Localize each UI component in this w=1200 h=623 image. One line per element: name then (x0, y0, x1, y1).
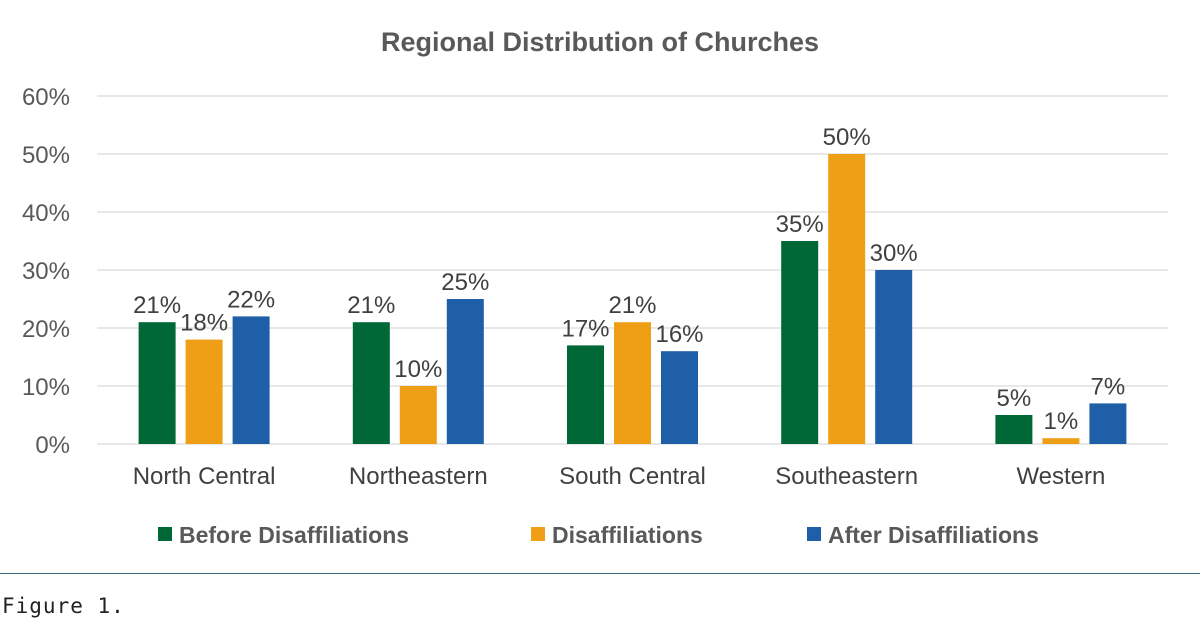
bar (138, 322, 176, 444)
bar-data-label: 7% (1091, 373, 1126, 400)
bar-data-label: 1% (1044, 408, 1079, 435)
legend-swatch (158, 527, 172, 541)
legend: Before Disaffiliations Disaffiliations Aft… (158, 522, 1039, 548)
bar-data-label: 21% (133, 292, 181, 319)
y-tick-label: 50% (22, 142, 70, 169)
bar (614, 322, 651, 444)
chart-title: Regional Distribution of Churches (381, 27, 819, 57)
x-tick-label: Southeastern (775, 463, 918, 490)
bar-data-label: 17% (561, 315, 609, 342)
bar (781, 241, 819, 444)
bar (661, 351, 698, 444)
bar (446, 299, 484, 444)
bar-data-label: 25% (441, 269, 489, 296)
x-tick-label: Western (1016, 463, 1105, 490)
figure-caption: Figure 1. (2, 594, 125, 618)
bar (185, 339, 223, 444)
bar (995, 415, 1033, 444)
bar-data-label: 30% (870, 240, 918, 267)
legend-swatch (807, 527, 821, 541)
bar (875, 270, 913, 444)
bar (399, 386, 437, 444)
y-tick-label: 20% (22, 316, 70, 343)
bar (828, 154, 866, 444)
legend-label: After Disaffiliations (828, 522, 1039, 548)
y-tick-label: 30% (22, 258, 70, 285)
bar-data-label: 16% (655, 321, 703, 348)
bar-data-label: 5% (997, 385, 1032, 412)
bar-data-label: 10% (394, 356, 442, 383)
x-tick-label: South Central (559, 463, 706, 490)
caption-divider (0, 573, 1200, 574)
legend-swatch (531, 527, 545, 541)
bar (1089, 403, 1127, 444)
y-tick-label: 40% (22, 200, 70, 227)
bar (567, 345, 604, 444)
data-labels: 21%18%22% 21%10%25%17%21%16%35%50%30%5%1%… (133, 124, 1125, 435)
bars (138, 154, 1127, 444)
x-tick-label: North Central (133, 463, 276, 490)
legend-label: Disaffiliations (552, 522, 703, 548)
bar (352, 322, 390, 444)
bar-data-label: 21% (608, 292, 656, 319)
y-axis: 0% 10% 20% 30% 40% 50% 60% (22, 84, 70, 459)
legend-label: Before Disaffiliations (179, 522, 409, 548)
bar-chart: Regional Distribution of Churches 0% 10% 2… (22, 27, 1168, 548)
bar (1042, 438, 1080, 444)
x-tick-label: Northeastern (349, 463, 488, 490)
y-tick-label: 60% (22, 84, 70, 111)
bar-data-label: 22% (227, 286, 275, 313)
bar-data-label: 18% (180, 310, 228, 337)
y-tick-label: 0% (35, 432, 70, 459)
bar-data-label: 50% (823, 124, 871, 151)
bar (232, 316, 270, 444)
y-tick-label: 10% (22, 374, 70, 401)
bar-data-label: 21% (347, 292, 395, 319)
bar-data-label: 35% (776, 211, 824, 238)
x-axis: North Central Northeastern South Central So… (133, 463, 1106, 490)
